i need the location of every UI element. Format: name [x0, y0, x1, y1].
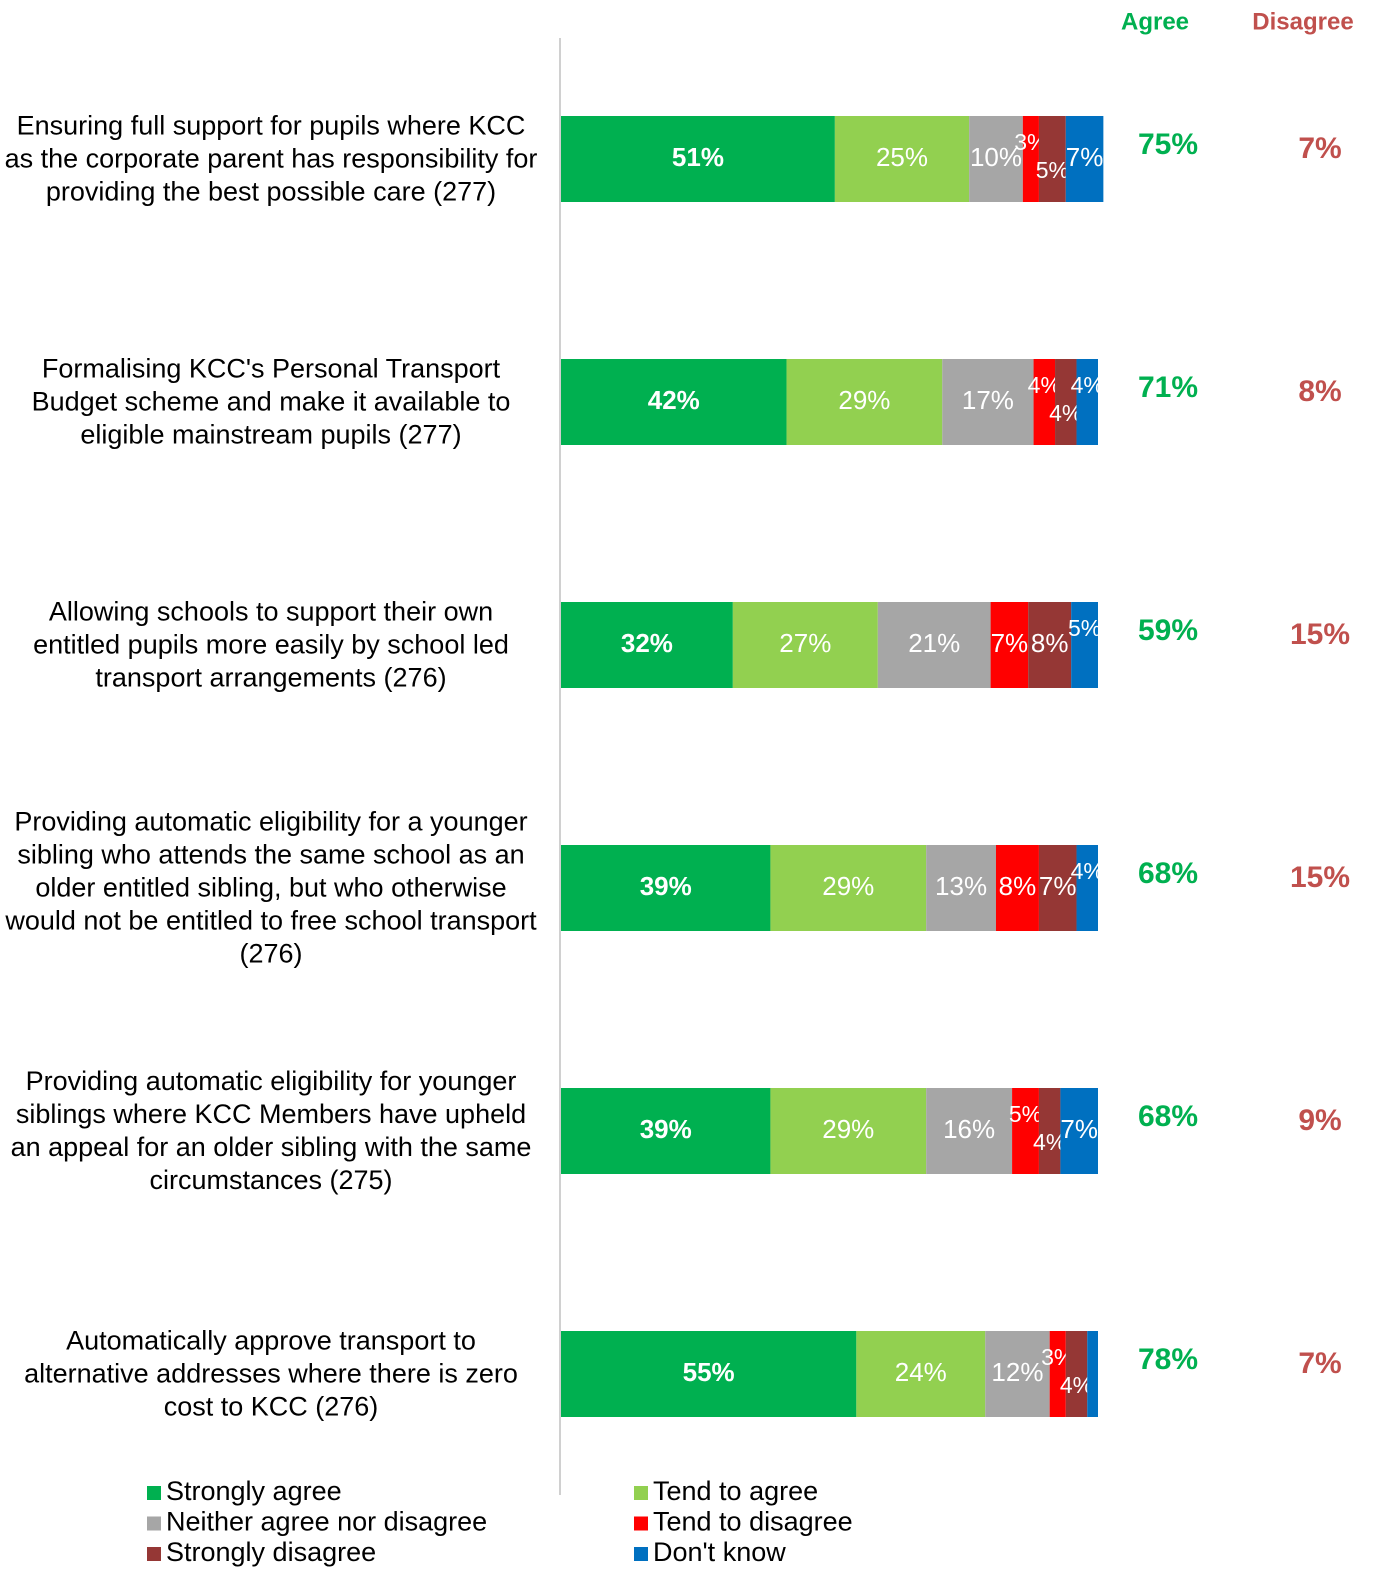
bar-segment — [926, 1088, 1013, 1174]
data-label: 4% — [1071, 858, 1104, 884]
data-label: 8% — [999, 871, 1037, 901]
data-label: 51% — [672, 142, 724, 172]
column-header: Agree — [1121, 8, 1189, 35]
bar-segment — [942, 359, 1034, 445]
bar-segment — [1028, 602, 1072, 688]
category-label: Providing automatic eligibility for youn… — [10, 1066, 532, 1195]
disagree-value: 8% — [1298, 375, 1341, 408]
bar-segment — [877, 602, 991, 688]
data-label: 29% — [822, 1114, 874, 1144]
disagree-value: 15% — [1290, 618, 1350, 651]
disagree-value: 9% — [1298, 1104, 1341, 1137]
legend-label: Tend to disagree — [653, 1507, 853, 1537]
legend-swatch — [634, 1486, 648, 1500]
data-label: 25% — [876, 142, 928, 172]
data-label: 7% — [1066, 142, 1104, 172]
bar-segment — [561, 1331, 857, 1417]
data-label: 8% — [1031, 628, 1069, 658]
bar-segment — [1038, 116, 1066, 202]
data-label: 5% — [1036, 157, 1069, 183]
data-label: 5% — [1068, 615, 1101, 641]
legend-swatch — [147, 1516, 161, 1531]
category-label: Ensuring full support for pupils where K… — [4, 110, 538, 207]
category-label: Automatically approve transport to alter… — [24, 1325, 518, 1422]
legend-label: Strongly disagree — [166, 1537, 376, 1567]
bar-segment — [1055, 359, 1077, 445]
category-label: Formalising KCC's Personal Transport Bud… — [31, 353, 511, 450]
bar-segment — [770, 845, 927, 931]
bar-segment — [990, 602, 1029, 688]
bar-segment — [1038, 1088, 1061, 1174]
bar-segment — [732, 602, 878, 688]
bar-segment — [1060, 1088, 1098, 1174]
bar-segment — [985, 1331, 1050, 1417]
data-label: 12% — [991, 1357, 1043, 1387]
data-label: 55% — [683, 1357, 735, 1387]
legend-label: Neither agree nor disagree — [166, 1507, 487, 1537]
data-label: 21% — [908, 628, 960, 658]
data-label: 4% — [1071, 372, 1104, 398]
data-label: 39% — [640, 1114, 692, 1144]
disagree-value: 15% — [1290, 861, 1350, 894]
data-label: 7% — [1060, 1114, 1098, 1144]
data-label: 16% — [943, 1114, 995, 1144]
legend-swatch — [147, 1486, 161, 1500]
legend-label: Don't know — [653, 1537, 786, 1567]
bar-segment — [786, 359, 943, 445]
data-label: 5% — [1009, 1101, 1042, 1127]
agree-value: 78% — [1138, 1343, 1198, 1376]
bar-segment — [1087, 1331, 1098, 1417]
category-label: Providing automatic eligibility for a yo… — [5, 806, 537, 969]
agree-value: 68% — [1138, 857, 1198, 890]
data-label: 24% — [895, 1357, 947, 1387]
bar-segment — [856, 1331, 986, 1417]
bar-segment — [1076, 845, 1098, 931]
bar-segment — [561, 116, 835, 202]
data-label: 32% — [621, 628, 673, 658]
column-header: Disagree — [1252, 8, 1353, 35]
legend-swatch — [147, 1547, 161, 1561]
bar-segment — [1065, 116, 1104, 202]
data-label: 27% — [779, 628, 831, 658]
disagree-value: 7% — [1298, 1347, 1341, 1380]
bar-segment — [1038, 845, 1077, 931]
bar-segment — [926, 845, 996, 931]
agree-value: 75% — [1138, 128, 1198, 161]
legend-label: Tend to agree — [653, 1476, 818, 1506]
data-label: 42% — [648, 385, 700, 415]
category-label: Allowing schools to support their own en… — [33, 596, 509, 693]
bar-segment — [834, 116, 970, 202]
legend-label: Strongly agree — [166, 1476, 342, 1506]
agree-value: 59% — [1138, 614, 1198, 647]
bar-segment — [561, 359, 787, 445]
data-label: 17% — [962, 385, 1014, 415]
disagree-value: 7% — [1298, 132, 1341, 165]
agree-value: 71% — [1138, 371, 1198, 404]
data-label: 39% — [640, 871, 692, 901]
legend-swatch — [634, 1516, 648, 1531]
bar-segment — [1049, 1331, 1066, 1417]
bar-segment — [1033, 359, 1056, 445]
data-label: 13% — [935, 871, 987, 901]
agree-value: 68% — [1138, 1100, 1198, 1133]
legend-swatch — [634, 1547, 648, 1561]
bar-segment — [1065, 1331, 1088, 1417]
data-label: 10% — [970, 142, 1022, 172]
bar-segment — [1071, 602, 1098, 688]
bar-segment — [770, 1088, 927, 1174]
data-label: 29% — [838, 385, 890, 415]
bar-segment — [561, 602, 733, 688]
bar-segment — [1012, 1088, 1039, 1174]
bar-segment — [1022, 116, 1039, 202]
bar-segment — [1076, 359, 1098, 445]
bar-segment — [969, 116, 1023, 202]
bar-segment — [561, 1088, 771, 1174]
data-label: 7% — [1039, 871, 1077, 901]
data-label: 7% — [991, 628, 1029, 658]
bar-segment — [995, 845, 1039, 931]
bar-segment — [561, 845, 771, 931]
data-label: 29% — [822, 871, 874, 901]
